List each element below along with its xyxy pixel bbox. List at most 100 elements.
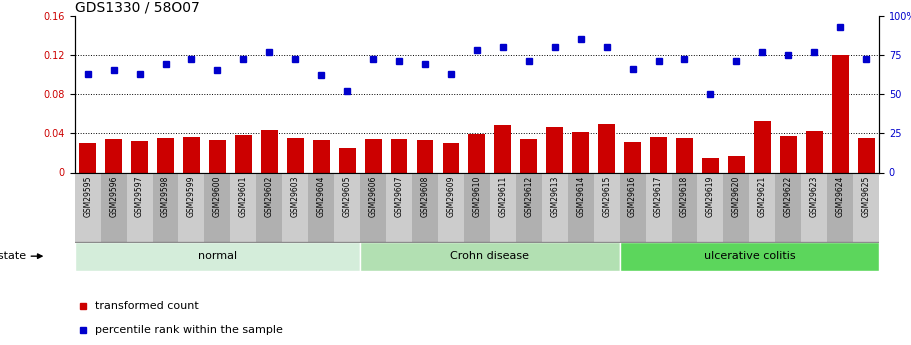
Text: GSM29625: GSM29625 (862, 176, 871, 217)
Bar (412, 172, 438, 242)
Text: GSM29602: GSM29602 (265, 176, 274, 217)
Bar (75, 172, 100, 242)
Bar (256, 172, 282, 242)
Bar (619, 241, 879, 271)
Text: GSM29599: GSM29599 (187, 176, 196, 217)
Bar (235, 135, 251, 172)
Bar (806, 131, 823, 172)
Bar (646, 172, 671, 242)
Bar (676, 138, 693, 172)
Text: GSM29614: GSM29614 (576, 176, 585, 217)
Text: disease state: disease state (0, 251, 26, 261)
Bar (572, 132, 589, 172)
Bar (230, 172, 256, 242)
Bar (391, 139, 407, 172)
Text: GDS1330 / 58O07: GDS1330 / 58O07 (75, 0, 200, 14)
Bar (802, 172, 827, 242)
Bar (75, 241, 360, 271)
Text: Crohn disease: Crohn disease (450, 251, 529, 261)
Bar (624, 142, 641, 172)
Bar (364, 139, 382, 172)
Bar (360, 241, 619, 271)
Bar (127, 172, 152, 242)
Bar (100, 172, 127, 242)
Bar (728, 156, 745, 172)
Bar (780, 136, 797, 172)
Bar (599, 125, 615, 172)
Text: GSM29597: GSM29597 (135, 176, 144, 217)
Bar (702, 158, 719, 172)
Bar (261, 130, 278, 172)
Bar (360, 172, 386, 242)
Bar (152, 172, 179, 242)
Bar (547, 127, 563, 172)
Text: GSM29615: GSM29615 (602, 176, 611, 217)
Text: transformed count: transformed count (95, 301, 199, 311)
Bar (854, 172, 879, 242)
Bar (490, 172, 516, 242)
Bar (438, 172, 464, 242)
Text: GSM29623: GSM29623 (810, 176, 819, 217)
Text: GSM29601: GSM29601 (239, 176, 248, 217)
Text: GSM29607: GSM29607 (394, 176, 404, 217)
Bar (131, 141, 148, 172)
Bar (754, 121, 771, 172)
Bar (308, 172, 334, 242)
Text: GSM29604: GSM29604 (317, 176, 326, 217)
Bar (179, 172, 204, 242)
Text: GSM29624: GSM29624 (835, 176, 844, 217)
Bar (282, 172, 308, 242)
Bar (183, 137, 200, 172)
Bar (619, 172, 646, 242)
Text: GSM29596: GSM29596 (109, 176, 118, 217)
Bar (750, 172, 775, 242)
Bar (339, 148, 355, 172)
Text: GSM29608: GSM29608 (421, 176, 429, 217)
Bar (105, 139, 122, 172)
Bar (209, 140, 226, 172)
Bar (79, 143, 96, 172)
Bar (204, 172, 230, 242)
Bar (827, 172, 854, 242)
Text: GSM29595: GSM29595 (83, 176, 92, 217)
Text: GSM29610: GSM29610 (473, 176, 481, 217)
Bar (671, 172, 698, 242)
Text: GSM29603: GSM29603 (291, 176, 300, 217)
Text: GSM29613: GSM29613 (550, 176, 559, 217)
Bar (723, 172, 750, 242)
Bar (287, 138, 303, 172)
Text: GSM29620: GSM29620 (732, 176, 741, 217)
Bar (464, 172, 490, 242)
Text: GSM29617: GSM29617 (654, 176, 663, 217)
Bar (568, 172, 594, 242)
Bar (334, 172, 360, 242)
Text: GSM29611: GSM29611 (498, 176, 507, 217)
Bar (157, 138, 174, 172)
Text: ulcerative colitis: ulcerative colitis (703, 251, 795, 261)
Bar (468, 134, 486, 172)
Bar (416, 140, 434, 172)
Bar (858, 138, 875, 172)
Text: GSM29619: GSM29619 (706, 176, 715, 217)
Text: GSM29598: GSM29598 (161, 176, 170, 217)
Text: GSM29606: GSM29606 (369, 176, 378, 217)
Text: GSM29622: GSM29622 (783, 176, 793, 217)
Text: GSM29600: GSM29600 (213, 176, 222, 217)
Bar (594, 172, 619, 242)
Bar (495, 125, 511, 172)
Text: GSM29616: GSM29616 (628, 176, 637, 217)
Bar (386, 172, 412, 242)
Bar (832, 55, 849, 172)
Text: percentile rank within the sample: percentile rank within the sample (95, 325, 282, 335)
Bar (520, 139, 537, 172)
Text: GSM29612: GSM29612 (525, 176, 533, 217)
Bar (542, 172, 568, 242)
Bar (443, 143, 459, 172)
Bar (650, 137, 667, 172)
Text: GSM29618: GSM29618 (680, 176, 689, 217)
Text: normal: normal (198, 251, 237, 261)
Bar (698, 172, 723, 242)
Text: GSM29621: GSM29621 (758, 176, 767, 217)
Text: GSM29609: GSM29609 (446, 176, 456, 217)
Bar (775, 172, 802, 242)
